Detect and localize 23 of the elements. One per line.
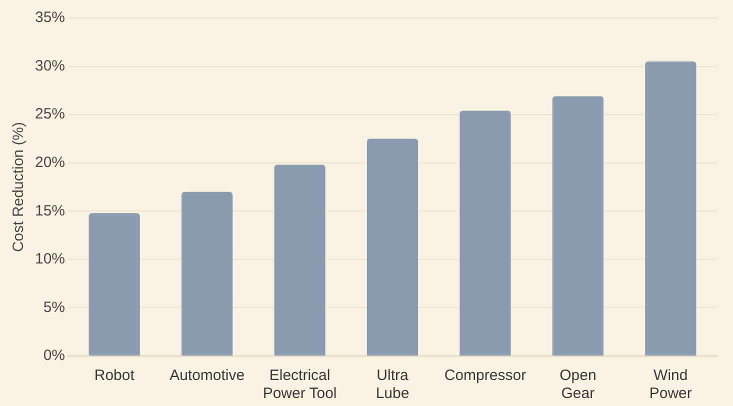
y-tick-label: 30% — [34, 57, 66, 74]
bar — [88, 213, 140, 356]
y-tick-label: 15% — [34, 202, 66, 220]
y-axis-title: Cost Reduction (%) — [10, 122, 28, 252]
y-tick-label: 0% — [43, 347, 66, 364]
y-tick-label: 35% — [34, 9, 66, 26]
bar — [645, 61, 696, 356]
bar — [460, 110, 511, 356]
bar — [274, 164, 326, 356]
x-tick-label: Open Gear — [560, 367, 596, 402]
y-tick-label: 10% — [34, 250, 66, 268]
x-tick-label: Compressor — [444, 367, 526, 384]
bar — [552, 96, 604, 356]
y-tick-label: 5% — [43, 298, 66, 316]
y-tick-label: 20% — [34, 154, 66, 171]
x-tick-label: Ultra Lube — [376, 367, 410, 402]
bar — [182, 192, 233, 356]
bar — [366, 138, 418, 356]
x-tick-label: Automotive — [170, 367, 245, 384]
y-tick-label: 25% — [34, 106, 66, 123]
x-tick-label: Wind Power — [649, 367, 692, 402]
x-tick-label: Robot — [94, 367, 136, 384]
x-tick-label: Electrical Power Tool — [262, 367, 337, 402]
